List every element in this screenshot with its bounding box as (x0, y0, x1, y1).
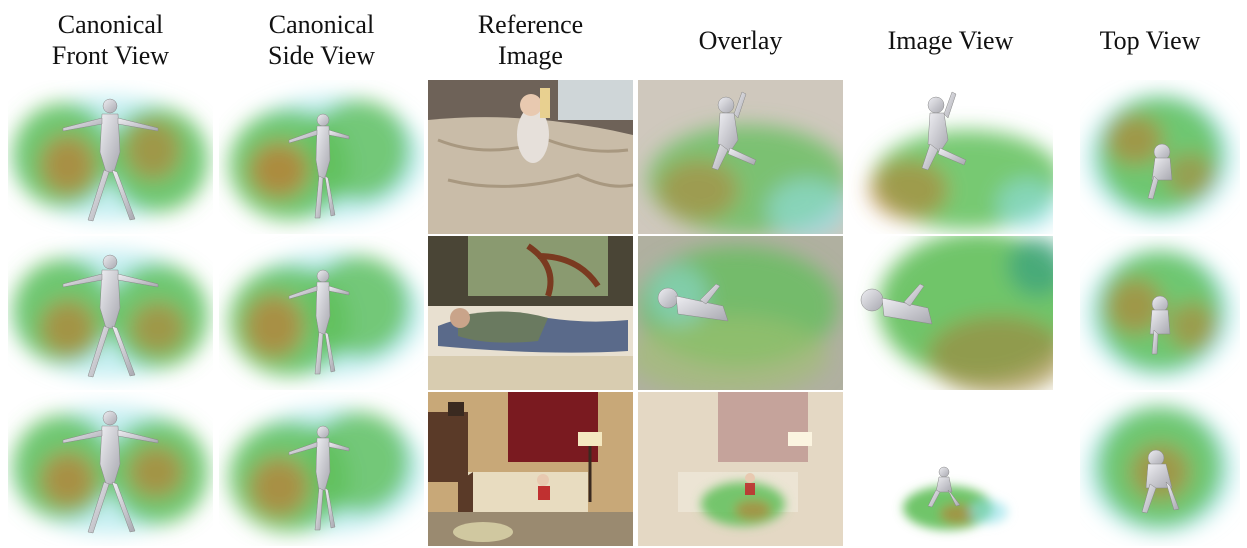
header-image-view: Image View (887, 25, 1014, 55)
row2-top-view (1080, 236, 1240, 390)
row1-side-view (219, 80, 424, 234)
header-front-view: Canonical Front View (51, 10, 170, 70)
row3-image-view (848, 392, 1053, 546)
row2-reference-image (428, 236, 633, 390)
row2-front-view (8, 236, 213, 390)
row1-reference-image (428, 80, 633, 234)
row3-front-view (8, 392, 213, 546)
header-top-view: Top View (1099, 25, 1201, 55)
row3-top-view (1080, 392, 1240, 546)
row1-front-view (8, 80, 213, 234)
row2-image-view (848, 236, 1053, 390)
row3-side-view (219, 392, 424, 546)
body-mesh-front (62, 98, 159, 222)
header-side-view: Canonical Side View (267, 10, 375, 70)
row1-top-view (1080, 80, 1240, 234)
row2-side-view (219, 236, 424, 390)
row3-overlay (638, 392, 843, 546)
row1-overlay (638, 80, 843, 234)
header-overlay: Overlay (698, 25, 783, 55)
row2-overlay (638, 236, 843, 390)
row1-image-view (848, 80, 1053, 234)
row3-reference-image (428, 392, 633, 546)
header-reference-image: Reference Image (477, 10, 584, 70)
